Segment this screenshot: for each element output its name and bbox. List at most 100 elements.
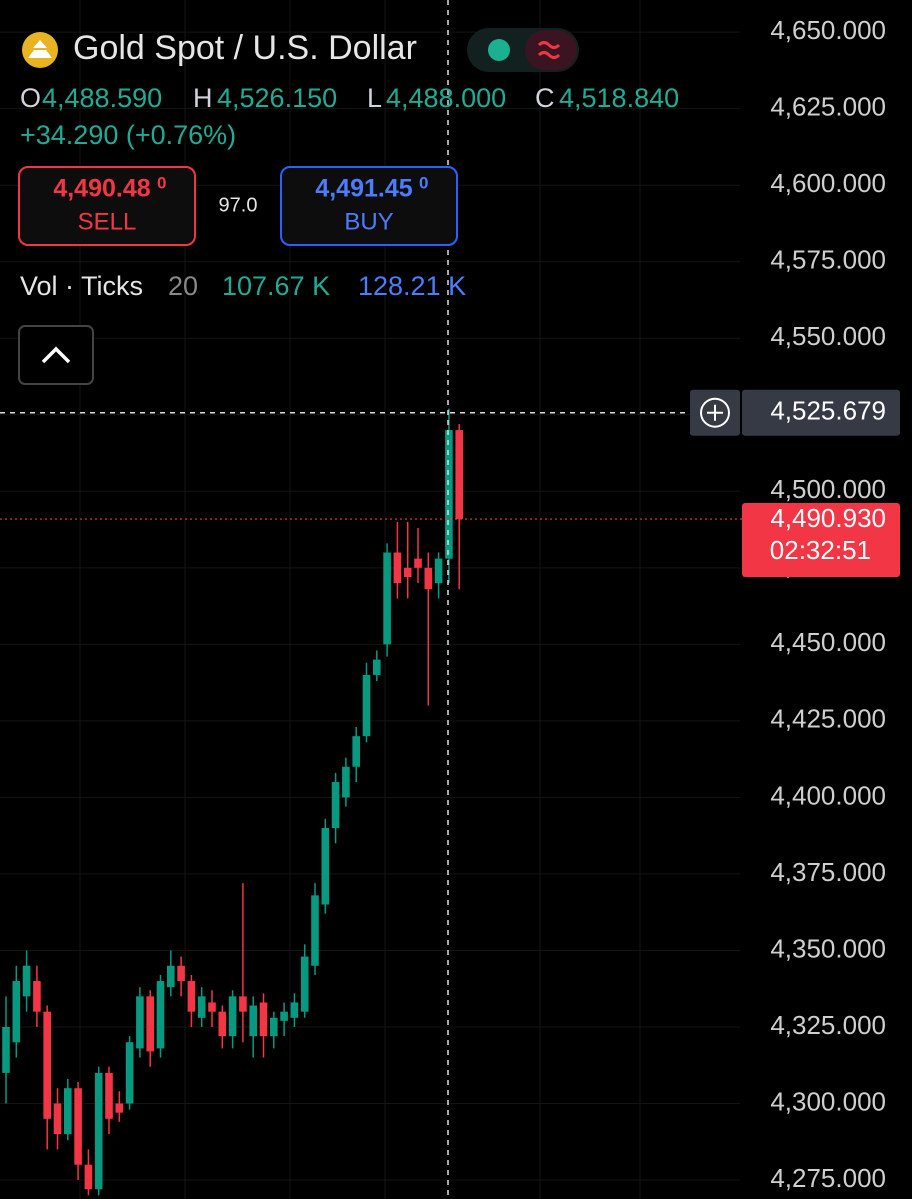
crosshair-label-box [742,389,900,436]
logo-mark [28,40,52,58]
y-tick-label: 4,425.000 [770,704,886,734]
candle-body [300,956,309,1012]
ohlc-label: L [367,83,382,113]
candle-body [445,430,453,559]
volume-value: 107.67 K [222,271,330,301]
crosshair-plus-sign [707,404,723,421]
ohlc-value: 4,526.150 [217,83,337,113]
status-icon-bg [525,30,577,70]
y-tick-label: 4,375.000 [770,857,886,887]
y-tick-label: 4,275.000 [770,1163,886,1193]
sell-price: 4,490.48 [53,175,150,203]
candle-body [331,782,340,829]
buy-price-tail: 0 [419,173,428,192]
sell-price-tail: 0 [157,173,166,192]
candle-body [455,430,463,519]
candle-body [208,1002,216,1012]
candle-body [74,1088,82,1165]
title: Gold Spot / U.S. Dollar [73,29,417,67]
candle-body [249,1005,257,1037]
y-tick-label: 4,600.000 [770,168,886,198]
y-tick-label: 4,500.000 [770,474,886,504]
change: +34.290 (+0.76%) [20,120,236,150]
candle-body [393,552,402,584]
status-icon [537,41,561,59]
candle-body [270,1017,278,1037]
volume-length: 20 [168,271,198,301]
volume-label: Vol · Ticks [20,271,143,301]
candle-body [94,1072,103,1190]
candle-body [228,996,237,1037]
grid: 4,275.000 4,300.000 4,325.000 4,350.000 4,37… [0,15,886,1193]
candle-body [352,736,360,767]
candle-body [136,996,144,1049]
candle-body [33,981,41,1012]
last-price-box [742,503,900,578]
buy-price: 4,491.45 [315,175,412,203]
candle-body [22,965,31,997]
candle-body [125,1042,134,1104]
sell-label: SELL [78,208,137,235]
candle-body [43,1011,51,1119]
candle-body [362,674,371,737]
candle-body [259,1002,268,1037]
ohlc-label: H [193,83,213,113]
sell-button[interactable] [18,166,196,246]
candle-body [424,567,433,590]
collapse-button[interactable] [18,325,94,385]
candle-body [434,558,443,584]
y-tick-label: 4,625.000 [770,92,886,122]
candles [2,408,463,1196]
candle-body [2,1026,10,1073]
candle-body [383,552,391,645]
ohlc-value: 4,488.000 [386,83,506,113]
crosshair-label: 4,525.679 [770,396,886,426]
candle-body [177,965,185,982]
candle-body [53,1103,62,1135]
volume-value: 128.21 K [358,271,466,301]
candle-body [342,766,350,798]
last-price-label: 4,490.930 [770,503,886,533]
y-tick-label: 4,575.000 [770,245,886,275]
candle-body [373,659,381,675]
candle-body [12,981,21,1043]
spread: 97.0 [219,194,258,216]
candle-body [146,996,154,1052]
crosshair-plus [700,397,730,428]
buy-button[interactable] [280,166,458,246]
ohlc-value: 4,518.840 [559,83,679,113]
y-tick-label: 4,400.000 [770,780,886,810]
ohlc-label: O [20,83,41,113]
candle-body [197,996,206,1018]
candle-body [403,567,412,578]
candle-body [105,1072,113,1119]
countdown: 02:32:51 [770,535,871,565]
y-tick-label: 4,650.000 [770,15,886,45]
y-tick-label: 4,325.000 [770,1010,886,1040]
y-tick-label: 4,350.000 [770,933,886,963]
y-tick-label: 4,450.000 [770,627,886,657]
market-open-dot [488,39,510,61]
y-tick-label: 4,300.000 [770,1086,886,1116]
ohlc-value: 4,488.590 [42,83,162,113]
candle-body [239,996,247,1012]
candle-body [218,1011,227,1037]
candle-body [280,1011,288,1021]
candle-body [115,1103,124,1113]
candle-body [321,828,330,905]
buy-label: BUY [344,208,393,235]
candle-body [167,965,175,988]
candle-body [64,1088,72,1135]
candle-body [311,895,319,966]
ohlc-label: C [535,83,555,113]
y-tick-label: 4,550.000 [770,321,886,351]
candle-body [290,1002,299,1018]
candle-body [187,981,196,1012]
candle-body [414,558,422,568]
candle-body [156,981,165,1049]
chevron-up [41,346,71,364]
candle-body [84,1164,93,1190]
